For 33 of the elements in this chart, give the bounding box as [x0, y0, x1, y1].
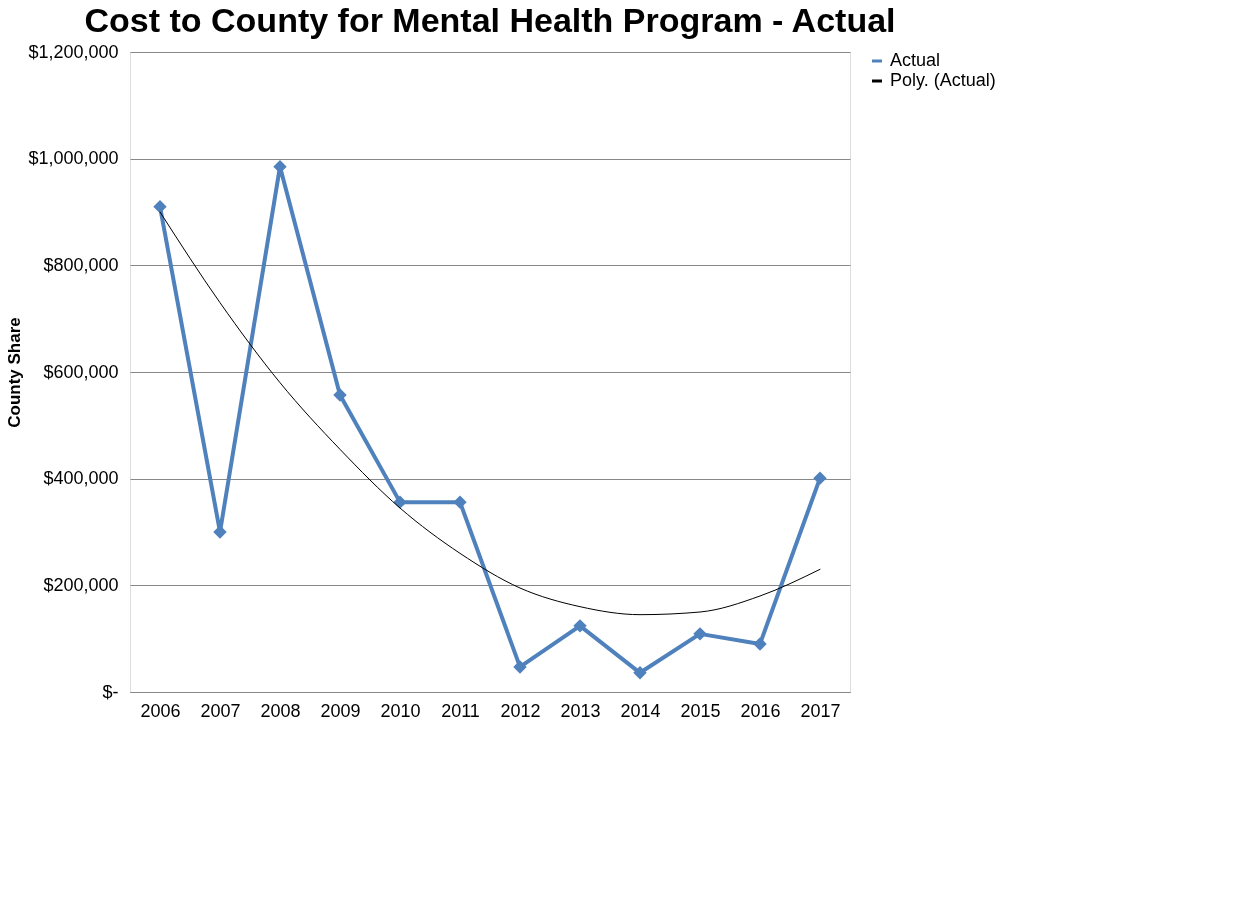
point — [573, 619, 587, 633]
point — [753, 637, 767, 651]
x-tick-label: 2017 — [800, 700, 841, 721]
x-tick-label: 2009 — [320, 700, 361, 721]
x-tick-label: 2013 — [560, 700, 601, 721]
legend-label: Actual — [890, 50, 941, 70]
chart-title: Cost to County for Mental Health Program - Actual — [84, 1, 896, 39]
point — [513, 660, 527, 674]
x-tick-label: 2015 — [680, 700, 721, 721]
x-tick-label: 2010 — [380, 700, 421, 721]
y-tick-label: $1,200,000 — [28, 41, 119, 62]
x-tick-label: 2012 — [500, 700, 541, 721]
y-tick-label: $- — [102, 681, 119, 702]
point — [633, 666, 647, 680]
point — [333, 388, 347, 402]
point — [453, 495, 467, 509]
point — [813, 471, 827, 485]
x-tick-label: 2006 — [140, 700, 181, 721]
x-tick-label: 2007 — [200, 700, 241, 721]
x-tick-label: 2011 — [441, 700, 480, 721]
y-tick-label: $1,000,000 — [28, 148, 119, 169]
x-tick-label: 2008 — [260, 700, 301, 721]
y-tick-label: $400,000 — [43, 468, 119, 489]
y-axis-title: County Share — [5, 317, 25, 428]
x-tick-label: 2016 — [740, 700, 781, 721]
x-tick-label: 2014 — [620, 700, 661, 721]
legend-label: Poly. (Actual) — [890, 70, 996, 90]
point — [213, 525, 227, 539]
y-tick-label: $800,000 — [43, 254, 119, 275]
y-tick-label: $200,000 — [43, 574, 119, 595]
y-tick-label: $600,000 — [43, 361, 119, 382]
point — [693, 627, 707, 641]
point — [153, 199, 167, 214]
